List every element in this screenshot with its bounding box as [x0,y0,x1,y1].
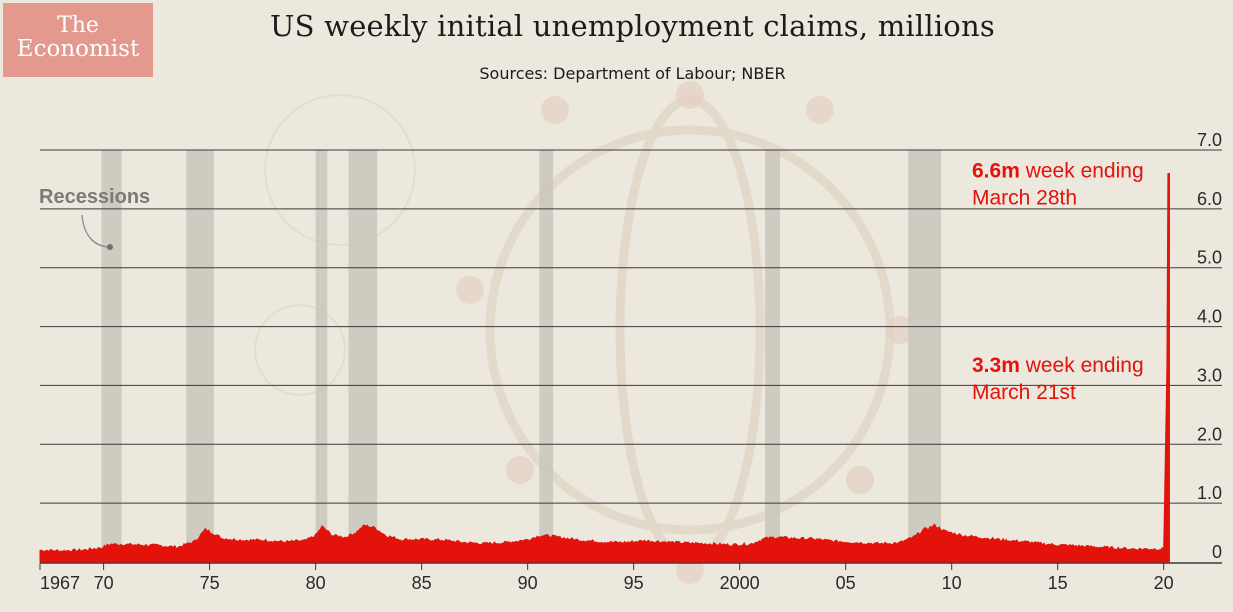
x-tick-label: 85 [412,573,432,593]
economist-logo: The Economist [3,3,153,77]
annotation-text: week ending [1020,160,1144,183]
logo-line-2: Economist [16,36,140,62]
recessions-legend-label: Recessions [39,186,150,208]
recessions-pointer-line [81,214,109,248]
x-tick-label: 2000 [720,573,760,593]
x-tick-label: 70 [94,573,114,593]
annotation-text: week ending [1020,354,1144,377]
x-axis-ticks: 1967 70 75 80 85 90 95 2000 05 10 15 20 [39,563,1174,593]
recession-band-2 [315,150,328,562]
x-tick-label: 95 [624,573,644,593]
recessions-pointer-dot [107,244,113,250]
x-tick-label: 05 [836,573,856,593]
y-tick-label: 7.0 [1197,130,1222,150]
recessions-legend: Recessions [39,186,150,250]
series-area [39,172,1170,563]
recession-band-5 [765,150,780,562]
x-tick-label: 75 [200,573,220,593]
annotation-1-line2: March 21st [972,381,1076,404]
annotations: 6.6m week ending March 28th 3.3m week endi… [972,160,1144,404]
x-tick-label: 1967 [40,573,80,593]
recession-band-0 [101,150,122,562]
x-tick-label: 80 [306,573,326,593]
y-tick-label: 1.0 [1197,483,1222,503]
y-tick-label: 2.0 [1197,424,1222,444]
annotation-value: 6.6m [972,160,1020,183]
recession-band-4 [539,150,554,562]
recession-band-1 [186,150,214,562]
y-axis-ticks: 0 1.0 2.0 3.0 4.0 5.0 6.0 7.0 [1197,130,1222,562]
annotation-0-line1: 6.6m week ending [972,160,1144,183]
x-tick-label: 10 [942,573,962,593]
claims-area [39,172,1170,563]
x-tick-label: 15 [1048,573,1068,593]
x-tick-label: 20 [1154,573,1174,593]
gridlines [40,149,1222,564]
logo-line-1: The [57,13,99,38]
y-tick-label: 3.0 [1197,365,1222,385]
y-tick-label: 4.0 [1197,307,1222,327]
annotation-0-line2: March 28th [972,187,1077,210]
chart-title: US weekly initial unemployment claims, m… [270,9,995,43]
annotation-1-line1: 3.3m week ending [972,354,1144,377]
x-tick-label: 90 [518,573,538,593]
y-tick-label: 0 [1212,542,1222,562]
recession-band-6 [908,150,942,562]
annotation-value: 3.3m [972,354,1020,377]
y-tick-label: 5.0 [1197,248,1222,268]
recession-bands [101,150,942,562]
y-tick-label: 6.0 [1197,189,1222,209]
chart-source: Sources: Department of Labour; NBER [479,64,786,83]
recession-band-3 [348,150,378,562]
